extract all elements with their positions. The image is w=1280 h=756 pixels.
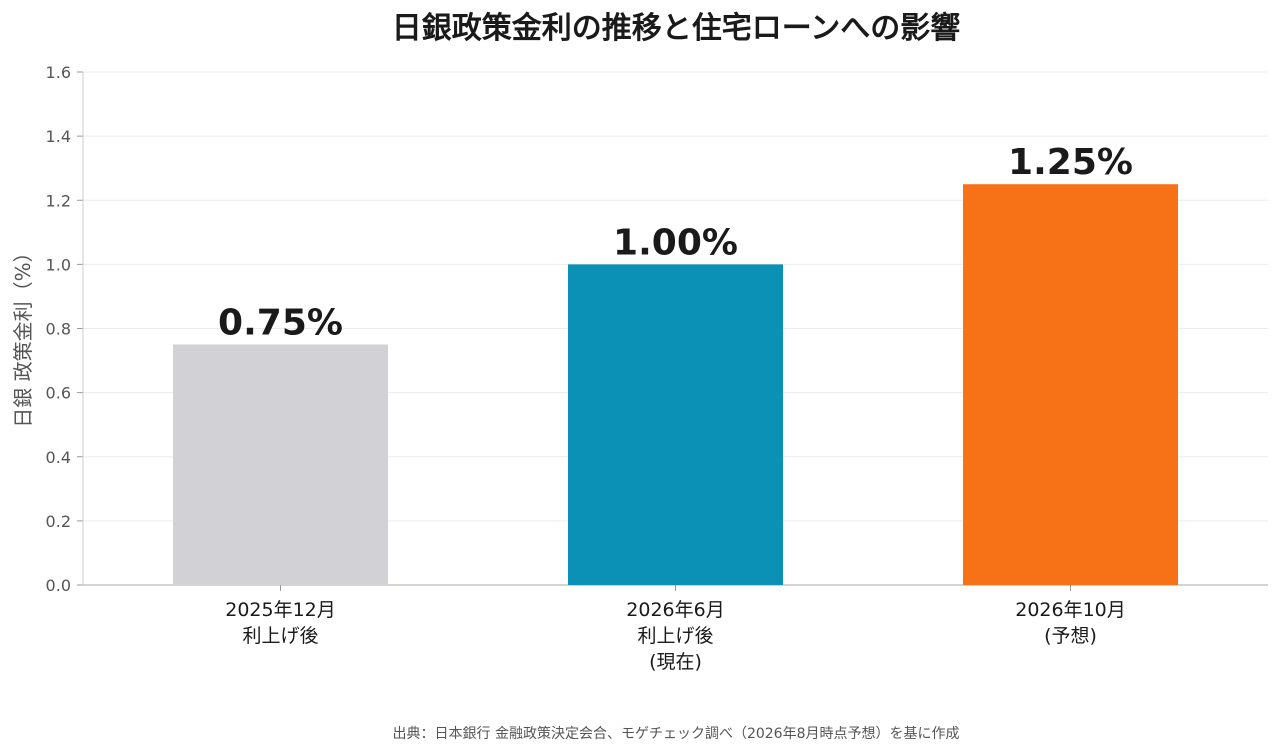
bar-value-label: 0.75% (218, 303, 343, 344)
y-tick-label: 0.2 (46, 512, 71, 531)
x-tick-label: (現在) (649, 651, 702, 673)
bars: 0.75% 1.00% 1.25% (173, 142, 1178, 585)
x-tick-label: 利上げ後 (242, 625, 318, 647)
bar (568, 264, 783, 585)
x-tick-label: 2026年6月 (626, 599, 724, 621)
x-tick-label: (予想) (1044, 625, 1097, 647)
y-tick-label: 0.6 (46, 384, 71, 403)
bar-value-label: 1.00% (613, 222, 738, 263)
bar (963, 184, 1178, 585)
x-tick-label: 2026年10月 (1015, 599, 1126, 621)
y-tick-label: 0.8 (46, 320, 71, 339)
y-axis-ticks: 0.0 0.2 0.4 0.6 0.8 1.0 1.2 1.4 1.6 (46, 63, 83, 595)
y-tick-label: 1.2 (46, 191, 71, 210)
bar (173, 344, 388, 585)
bar-value-label: 1.25% (1008, 142, 1133, 183)
y-tick-label: 1.4 (46, 127, 71, 146)
y-axis-label: 日銀 政策金利（%） (11, 242, 35, 427)
y-tick-label: 0.4 (46, 448, 71, 467)
source-note: 出典：日本銀行 金融政策決定会合、モゲチェック調べ（2026年8月時点予想）を基… (393, 725, 960, 742)
y-tick-label: 1.0 (46, 255, 71, 274)
y-tick-label: 0.0 (46, 576, 71, 595)
chart-title: 日銀政策金利の推移と住宅ローンへの影響 (392, 11, 961, 46)
x-tick-label: 利上げ後 (637, 625, 713, 647)
x-tick-label: 2025年12月 (225, 599, 336, 621)
y-tick-label: 1.6 (46, 63, 71, 82)
